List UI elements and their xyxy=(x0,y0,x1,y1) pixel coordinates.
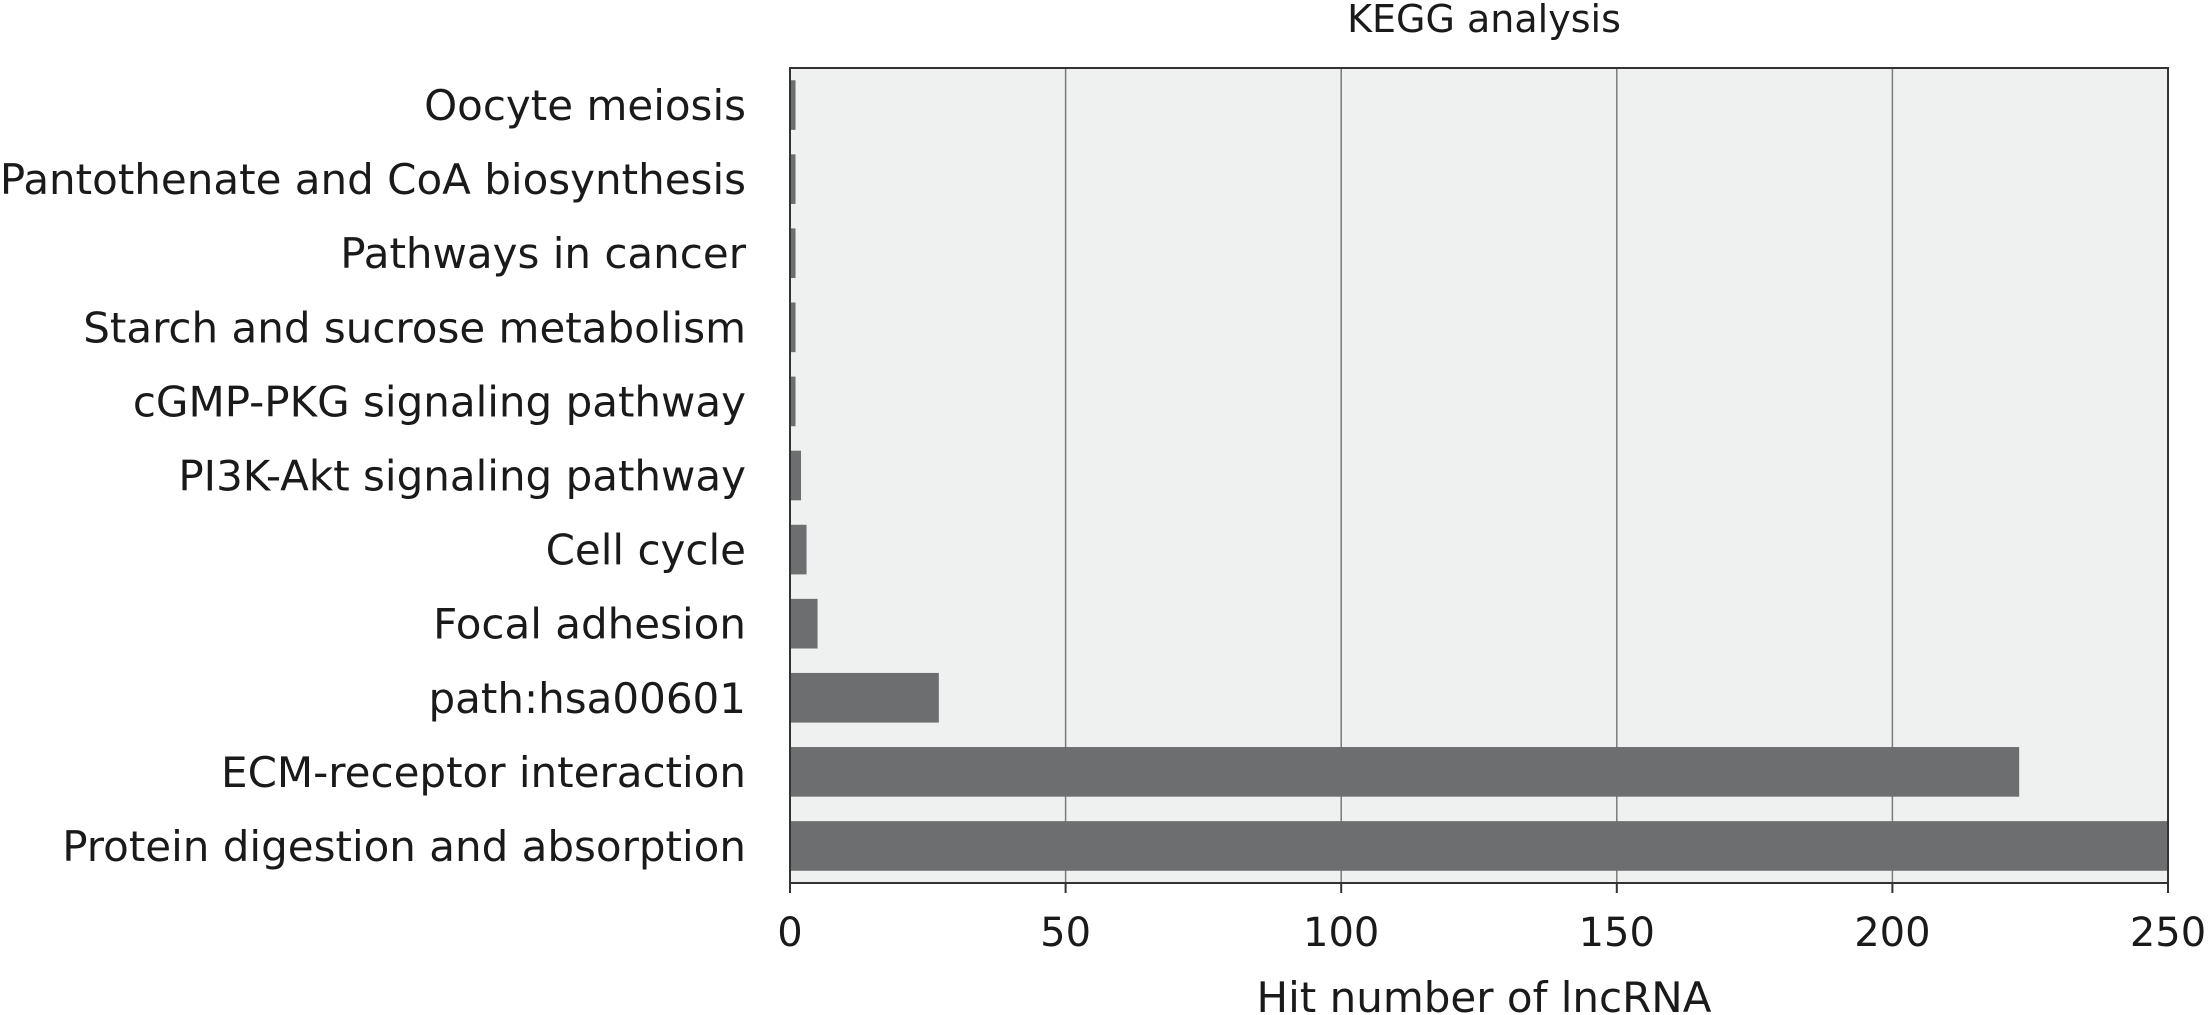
bar xyxy=(790,302,796,353)
x-tick-label: 50 xyxy=(1040,910,1091,956)
category-label: Pantothenate and CoA biosynthesis xyxy=(0,155,746,204)
bar xyxy=(790,672,939,723)
bar xyxy=(790,376,796,427)
bar xyxy=(790,598,818,649)
category-label: cGMP-PKG signaling pathway xyxy=(133,377,746,426)
bar xyxy=(790,524,807,575)
category-label: Cell cycle xyxy=(546,526,746,575)
category-label: Starch and sucrose metabolism xyxy=(83,303,746,352)
x-axis-ticks: 0 50 100 150 200 250 xyxy=(777,883,2206,956)
bar xyxy=(790,228,796,279)
category-label: ECM-receptor interaction xyxy=(221,748,746,797)
category-label: Oocyte meiosis xyxy=(424,81,746,130)
category-label: Focal adhesion xyxy=(433,600,746,649)
x-tick-label: 200 xyxy=(1854,910,1930,956)
x-axis-label: Hit number of lncRNA xyxy=(1257,973,1712,1015)
bar xyxy=(790,821,2168,871)
chart-title: KEGG analysis xyxy=(1347,0,1621,41)
category-label: Protein digestion and absorption xyxy=(62,822,746,871)
bar xyxy=(790,747,2020,797)
bars xyxy=(790,80,2168,871)
bar xyxy=(790,450,802,501)
bar xyxy=(790,154,796,204)
x-tick-label: 150 xyxy=(1579,910,1655,956)
category-label: path:hsa00601 xyxy=(429,674,746,723)
category-labels: Oocyte meiosis Pantothenate and CoA biosy… xyxy=(0,81,747,871)
x-tick-label: 100 xyxy=(1303,910,1379,956)
x-tick-label: 0 xyxy=(777,910,802,956)
category-label: PI3K-Akt signaling pathway xyxy=(178,452,746,501)
category-label: Pathways in cancer xyxy=(340,229,746,278)
x-tick-label: 250 xyxy=(2130,910,2206,956)
plot-frame xyxy=(789,67,2169,884)
bar xyxy=(790,80,796,130)
